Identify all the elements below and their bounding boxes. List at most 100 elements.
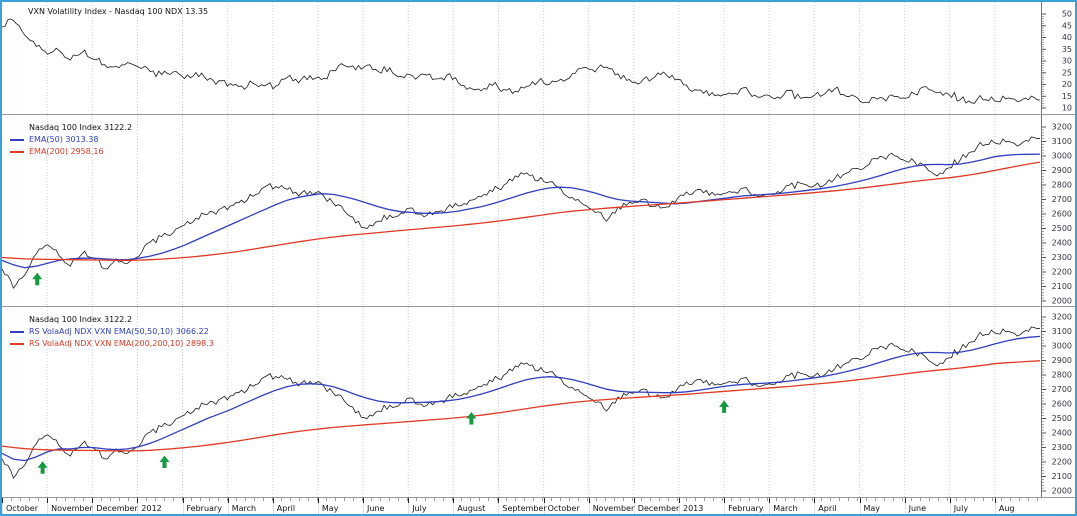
ema-series: [2, 161, 1041, 261]
x-axis-label: March: [773, 503, 798, 513]
x-axis-separator: [227, 498, 229, 514]
svg-text:30: 30: [1062, 57, 1072, 66]
x-axis-separator: [588, 498, 590, 514]
x-axis-separator: [453, 498, 455, 514]
rs-ema50-legend-dash: [10, 331, 24, 333]
x-axis-label: 2013: [683, 503, 704, 513]
x-axis-tick: [949, 498, 951, 503]
svg-text:2000: 2000: [1052, 297, 1072, 306]
x-axis-label: February: [728, 503, 764, 513]
svg-text:50: 50: [1062, 10, 1072, 19]
x-axis-label: June: [908, 503, 927, 513]
rs-ema200-legend-label: RS VolaAdj NDX VXN EMA(200,200,10) 2898.…: [29, 339, 214, 348]
x-axis-label: December: [637, 503, 680, 513]
volatility-panel-title: VXN Volatility Index - Nasdaq 100 NDX 13…: [28, 7, 209, 16]
x-axis-tick: [408, 498, 410, 503]
svg-text:2600: 2600: [1052, 210, 1072, 219]
x-axis-label: July: [412, 503, 427, 513]
x-axis-label: 2012: [141, 503, 162, 513]
x-axis-label: December: [96, 503, 138, 513]
svg-text:2300: 2300: [1052, 253, 1072, 262]
x-axis-separator: [137, 498, 139, 514]
buy-signal-up-arrow-icon: [37, 461, 48, 474]
svg-text:20: 20: [1062, 80, 1072, 89]
svg-text:2700: 2700: [1052, 385, 1072, 394]
svg-text:2900: 2900: [1052, 356, 1072, 365]
svg-text:2200: 2200: [1052, 458, 1072, 467]
x-axis-tick: [47, 498, 49, 503]
x-axis-label: November: [51, 503, 93, 513]
svg-text:2000: 2000: [1052, 487, 1072, 496]
price-ema-chart: 3200 3100 3000 2900 2800 2700 2600 2500 2400 2300…: [2, 115, 1072, 306]
svg-text:3100: 3100: [1052, 137, 1072, 146]
time-axis-minor-ticks: [2, 498, 1040, 501]
x-axis-label: October: [6, 503, 39, 513]
x-axis-tick: [498, 498, 500, 503]
x-axis-separator: [769, 498, 771, 514]
ema50-legend-dash: [10, 139, 24, 141]
x-axis-separator: [949, 498, 951, 514]
x-axis-separator: [859, 498, 861, 514]
x-axis-separator: [182, 498, 184, 514]
x-axis-label: Aug: [998, 503, 1015, 513]
x-axis-label: February: [186, 503, 222, 513]
svg-text:10: 10: [1062, 104, 1072, 113]
x-axis-tick: [317, 498, 319, 503]
x-axis-separator: [2, 498, 3, 514]
price-rs-chart: 3200 3100 3000 2900 2800 2700 2600 2500 2400 2300…: [2, 307, 1072, 497]
price-series: [2, 136, 1041, 289]
x-axis-tick: [679, 498, 680, 503]
ema50-legend-label: EMA(50) 3013.38: [29, 135, 99, 144]
x-axis-tick: [904, 498, 906, 503]
svg-text:2400: 2400: [1052, 429, 1072, 438]
x-axis-separator: [543, 498, 545, 514]
rs-ema50-legend-label: RS VolaAdj NDX VXN EMA(50,50,10) 3066.22: [29, 327, 209, 336]
price-rs-legend: Nasdaq 100 Index 3122.2 RS VolaAdj NDX V…: [10, 314, 214, 350]
time-axis: October November December 2012 February March…: [2, 498, 1075, 514]
svg-text:2700: 2700: [1052, 195, 1072, 204]
price-series: [2, 18, 1041, 104]
ema-series: [2, 153, 1041, 269]
ema200-legend-label: EMA(200) 2958.16: [29, 147, 104, 156]
x-axis-tick: [137, 498, 139, 503]
x-axis-label: July: [953, 503, 969, 513]
svg-text:35: 35: [1062, 45, 1072, 54]
volatility-panel: 50 45 40 35 30 25 20 15 10 VXN Volatility Index …: [2, 2, 1075, 115]
x-axis-separator: [679, 498, 680, 514]
x-axis-label: June: [367, 503, 385, 513]
x-axis-tick: [92, 498, 94, 503]
svg-text:2500: 2500: [1052, 224, 1072, 233]
svg-text:2200: 2200: [1052, 268, 1072, 277]
x-axis-tick: [814, 498, 816, 503]
x-axis-separator: [904, 498, 906, 514]
x-axis-label: September: [502, 503, 547, 513]
svg-text:2900: 2900: [1052, 166, 1072, 175]
x-axis-label: November: [592, 503, 635, 513]
svg-text:2100: 2100: [1052, 472, 1072, 481]
svg-text:2300: 2300: [1052, 443, 1072, 452]
svg-text:2500: 2500: [1052, 414, 1072, 423]
svg-text:25: 25: [1062, 68, 1072, 77]
x-axis-separator: [814, 498, 816, 514]
x-axis-label: August: [457, 503, 486, 513]
svg-text:3000: 3000: [1052, 342, 1072, 351]
x-axis-label: May: [863, 503, 881, 513]
x-axis-separator: [724, 498, 726, 514]
x-axis-tick: [272, 498, 274, 503]
ema-series: [2, 335, 1041, 462]
svg-text:2800: 2800: [1052, 371, 1072, 380]
svg-text:2800: 2800: [1052, 181, 1072, 190]
svg-text:3000: 3000: [1052, 152, 1072, 161]
ema-series: [2, 360, 1041, 452]
svg-text:3100: 3100: [1052, 327, 1072, 336]
x-axis-tick: [588, 498, 590, 503]
x-axis-tick: [859, 498, 861, 503]
x-axis-tick: [453, 498, 455, 503]
x-axis-tick: [769, 498, 771, 503]
x-axis-tick: [724, 498, 726, 503]
price-ema-panel-title: Nasdaq 100 Index 3122.2: [29, 123, 133, 132]
x-axis-tick: [633, 498, 635, 503]
x-axis-separator: [47, 498, 49, 514]
buy-signal-up-arrow-icon: [466, 412, 477, 425]
